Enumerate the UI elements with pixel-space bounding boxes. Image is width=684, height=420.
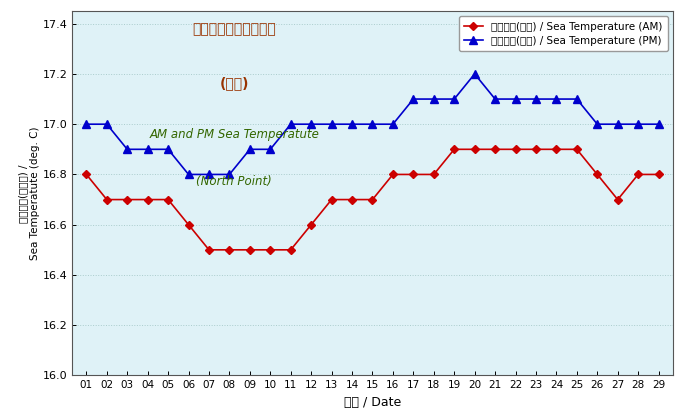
- 海水温度(上午) / Sea Temperature (AM): [164, 197, 172, 202]
- Text: (North Point): (North Point): [196, 175, 272, 188]
- Y-axis label: 海水温度(攝氏度) /
Sea Temperatute (deg. C): 海水温度(攝氏度) / Sea Temperatute (deg. C): [18, 126, 40, 260]
- 海水温度(上午) / Sea Temperature (AM): [287, 247, 295, 252]
- 海水温度(上午) / Sea Temperature (AM): [552, 147, 560, 152]
- 海水温度(下午) / Sea Temperature (PM): [552, 97, 560, 102]
- 海水温度(上午) / Sea Temperature (AM): [471, 147, 479, 152]
- 海水温度(下午) / Sea Temperature (PM): [103, 122, 111, 127]
- 海水温度(下午) / Sea Temperature (PM): [246, 147, 254, 152]
- 海水温度(上午) / Sea Temperature (AM): [185, 222, 193, 227]
- 海水温度(下午) / Sea Temperature (PM): [369, 122, 377, 127]
- 海水温度(下午) / Sea Temperature (PM): [164, 147, 172, 152]
- 海水温度(下午) / Sea Temperature (PM): [430, 97, 438, 102]
- 海水温度(上午) / Sea Temperature (AM): [348, 197, 356, 202]
- Line: 海水温度(下午) / Sea Temperature (PM): 海水温度(下午) / Sea Temperature (PM): [83, 70, 662, 178]
- Text: 上午及下午的海水温度: 上午及下午的海水温度: [192, 22, 276, 36]
- Text: (北角): (北角): [220, 77, 249, 91]
- 海水温度(下午) / Sea Temperature (PM): [655, 122, 663, 127]
- 海水温度(下午) / Sea Temperature (PM): [409, 97, 417, 102]
- 海水温度(上午) / Sea Temperature (AM): [532, 147, 540, 152]
- 海水温度(上午) / Sea Temperature (AM): [409, 172, 417, 177]
- 海水温度(上午) / Sea Temperature (AM): [593, 172, 601, 177]
- 海水温度(上午) / Sea Temperature (AM): [512, 147, 520, 152]
- 海水温度(上午) / Sea Temperature (AM): [103, 197, 111, 202]
- 海水温度(下午) / Sea Temperature (PM): [348, 122, 356, 127]
- 海水温度(下午) / Sea Temperature (PM): [593, 122, 601, 127]
- 海水温度(上午) / Sea Temperature (AM): [573, 147, 581, 152]
- 海水温度(下午) / Sea Temperature (PM): [512, 97, 520, 102]
- 海水温度(下午) / Sea Temperature (PM): [573, 97, 581, 102]
- 海水温度(下午) / Sea Temperature (PM): [328, 122, 336, 127]
- Legend: 海水温度(上午) / Sea Temperature (AM), 海水温度(下午) / Sea Temperature (PM): 海水温度(上午) / Sea Temperature (AM), 海水温度(下午…: [459, 16, 668, 51]
- 海水温度(下午) / Sea Temperature (PM): [123, 147, 131, 152]
- 海水温度(上午) / Sea Temperature (AM): [82, 172, 90, 177]
- 海水温度(下午) / Sea Temperature (PM): [307, 122, 315, 127]
- 海水温度(上午) / Sea Temperature (AM): [225, 247, 233, 252]
- 海水温度(上午) / Sea Temperature (AM): [614, 197, 622, 202]
- 海水温度(下午) / Sea Temperature (PM): [287, 122, 295, 127]
- 海水温度(下午) / Sea Temperature (PM): [471, 71, 479, 76]
- 海水温度(下午) / Sea Temperature (PM): [205, 172, 213, 177]
- 海水温度(下午) / Sea Temperature (PM): [185, 172, 193, 177]
- 海水温度(下午) / Sea Temperature (PM): [614, 122, 622, 127]
- 海水温度(下午) / Sea Temperature (PM): [225, 172, 233, 177]
- 海水温度(上午) / Sea Temperature (AM): [430, 172, 438, 177]
- 海水温度(上午) / Sea Temperature (AM): [389, 172, 397, 177]
- 海水温度(下午) / Sea Temperature (PM): [491, 97, 499, 102]
- 海水温度(上午) / Sea Temperature (AM): [205, 247, 213, 252]
- 海水温度(下午) / Sea Temperature (PM): [389, 122, 397, 127]
- 海水温度(下午) / Sea Temperature (PM): [634, 122, 642, 127]
- Text: AM and PM Sea Temperatute: AM and PM Sea Temperatute: [149, 128, 319, 141]
- 海水温度(上午) / Sea Temperature (AM): [144, 197, 152, 202]
- 海水温度(上午) / Sea Temperature (AM): [655, 172, 663, 177]
- 海水温度(上午) / Sea Temperature (AM): [369, 197, 377, 202]
- 海水温度(上午) / Sea Temperature (AM): [246, 247, 254, 252]
- 海水温度(下午) / Sea Temperature (PM): [450, 97, 458, 102]
- Line: 海水温度(上午) / Sea Temperature (AM): 海水温度(上午) / Sea Temperature (AM): [83, 146, 661, 253]
- 海水温度(上午) / Sea Temperature (AM): [266, 247, 274, 252]
- 海水温度(下午) / Sea Temperature (PM): [266, 147, 274, 152]
- 海水温度(上午) / Sea Temperature (AM): [634, 172, 642, 177]
- 海水温度(下午) / Sea Temperature (PM): [144, 147, 152, 152]
- X-axis label: 日期 / Date: 日期 / Date: [344, 396, 401, 409]
- 海水温度(上午) / Sea Temperature (AM): [307, 222, 315, 227]
- 海水温度(上午) / Sea Temperature (AM): [328, 197, 336, 202]
- 海水温度(上午) / Sea Temperature (AM): [450, 147, 458, 152]
- 海水温度(上午) / Sea Temperature (AM): [123, 197, 131, 202]
- 海水温度(上午) / Sea Temperature (AM): [491, 147, 499, 152]
- 海水温度(下午) / Sea Temperature (PM): [532, 97, 540, 102]
- 海水温度(下午) / Sea Temperature (PM): [82, 122, 90, 127]
